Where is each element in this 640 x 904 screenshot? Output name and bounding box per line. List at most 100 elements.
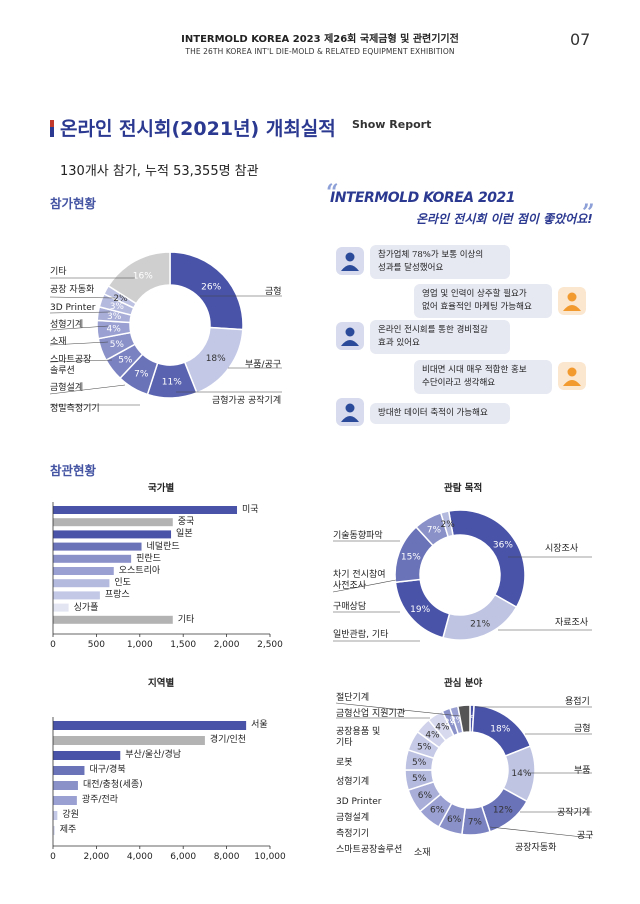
interest-pct-label: 5% (417, 743, 432, 753)
interest-pct-label: 6% (418, 791, 433, 801)
interest-pct-label: 2% (450, 716, 465, 726)
exhibitors-label: 소재 (50, 337, 67, 347)
region-bar (53, 751, 121, 760)
interest-pct-label: 7% (468, 817, 483, 827)
leader-lines (49, 277, 593, 839)
exhibitors-pct-label: 3% (110, 302, 125, 312)
region-bar (53, 721, 247, 730)
avatar-orange-icon (558, 362, 586, 390)
region-category-label: 서울 (251, 720, 268, 730)
exhibitors-donut: 26%18%11%7%5%5%4%3%3%2%16% (96, 251, 244, 399)
country-tick-label: 500 (87, 640, 105, 650)
interest-pct-label: 14% (511, 769, 531, 779)
section-exhibitors: 참가현황 (50, 196, 97, 211)
region-category-label: 광주/전라 (81, 795, 119, 805)
region-bar (53, 796, 77, 805)
quote-sub: 온라인 전시회 이런 점이 좋았어요! (416, 212, 593, 226)
country-bar (53, 567, 114, 575)
exhibitors-label: 3D Printer (50, 303, 96, 313)
country-bar-chart (52, 502, 271, 637)
interest-pct-label: 2% (444, 718, 459, 728)
exhibitors-label: 금형설계 (50, 383, 84, 393)
exhibitors-label: 금형 (265, 287, 282, 297)
interest-label: 성형기계 (336, 777, 370, 787)
region-category-label: 제주 (59, 825, 77, 835)
exhibitors-pct-label: 16% (133, 271, 153, 281)
country-category-label: 기타 (177, 614, 195, 625)
interest-label: 로봇 (336, 758, 353, 768)
region-tick-label: 6,000 (170, 852, 197, 862)
purpose-slice (439, 510, 454, 538)
country-bar (53, 554, 132, 563)
interest-chart-title: 관심 분야 (444, 678, 483, 689)
region-category-label: 대구/경북 (89, 765, 126, 775)
exhibitors-pct-label: 2% (113, 294, 128, 304)
exhibitors-label: 스마트공장 솔루션 (50, 355, 92, 376)
interest-label: 스마트공장솔루션 (336, 845, 403, 855)
region-bar-chart (52, 717, 271, 849)
page-subtitle: 130개사 참가, 누적 53,355명 참관 (60, 164, 259, 179)
country-tick-label: 1,500 (170, 640, 197, 650)
country-bar (53, 591, 100, 600)
purpose-label: 시장조사 (545, 544, 579, 554)
purpose-chart-title: 관람 목적 (444, 483, 483, 494)
interest-pct-label: 6% (447, 815, 462, 825)
quote-text-1: 참가업체 78%가 보통 이상의 성과를 달성했어요 (378, 250, 484, 273)
quote-bubble-1: 참가업체 78%가 보통 이상의 성과를 달성했어요 (370, 245, 510, 279)
region-tick-label: 0 (50, 852, 56, 862)
interest-label: 소재 (414, 848, 431, 858)
exhibitors-label: 부품/공구 (245, 360, 282, 370)
exhibitors-pct-label: 18% (206, 354, 226, 364)
interest-donut: 1%18%14%12%7%6%6%6%5%5%5%4%4%2%2% (404, 704, 536, 836)
purpose-donut: 36% 21% 19% 15% 7%2% (394, 509, 526, 641)
leader-line (49, 311, 111, 314)
country-category-label: 인도 (114, 578, 131, 589)
interest-pct-label: 5% (412, 774, 427, 784)
title-accent-bar (50, 120, 54, 137)
leader-line (489, 826, 593, 839)
purpose-slice (442, 593, 518, 641)
interest-pct-label: 5% (412, 758, 427, 768)
exhibitors-pct-label: 3% (107, 312, 122, 322)
avatar-orange-icon (558, 287, 586, 315)
country-tick-label: 2,500 (257, 640, 283, 650)
quote-close-icon: ” (582, 200, 595, 226)
exhibitors-label: 기타 (50, 267, 67, 277)
country-category-label: 싱가폴 (73, 602, 99, 613)
region-bar (53, 766, 85, 775)
exhibitors-pct-label: 11% (162, 377, 182, 387)
page-title: 온라인 전시회(2021년) 개최실적 (60, 118, 336, 140)
avatar-blue-icon (336, 322, 364, 350)
leader-line (49, 325, 109, 331)
purpose-label: 일반관람, 기타 (333, 630, 389, 640)
interest-label: 부품 (574, 766, 591, 776)
region-tick-label: 2,000 (83, 852, 110, 862)
country-chart-title: 국가별 (148, 483, 175, 494)
exhibitors-label: 성형기계 (50, 320, 84, 330)
region-chart-title: 지역별 (148, 678, 175, 689)
exhibitors-pct-label: 26% (201, 282, 221, 292)
region-bar (53, 736, 205, 745)
interest-label: 측정기기 (336, 829, 370, 839)
quote-text-3: 온라인 전시회를 통한 경비절감 효과 있어요 (378, 325, 488, 348)
exhibitors-pct-label: 5% (118, 356, 133, 366)
region-bar (53, 811, 58, 820)
region-tick-label: 10,000 (254, 852, 286, 862)
region-tick-label: 4,000 (126, 852, 153, 862)
quote-bubble-4: 비대면 시대 매우 적합한 홍보 수단이라고 생각해요 (414, 360, 552, 394)
region-bar (53, 781, 78, 790)
country-category-label: 오스트리아 (118, 566, 161, 576)
region-tick-label: 8,000 (213, 852, 240, 862)
interest-slice (456, 704, 471, 734)
interest-label: 금형산업 지원기관 (336, 709, 406, 719)
header-title: INTERMOLD KOREA 2023 제26회 국제금형 및 관련기기전 (181, 34, 459, 45)
country-bar (53, 603, 69, 612)
purpose-label: 구매상담 (333, 602, 367, 612)
country-category-label: 프랑스 (104, 590, 130, 601)
page-number: 07 (570, 30, 591, 49)
exhibitors-slice (107, 251, 171, 305)
exhibitors-pct-label: 4% (106, 325, 121, 335)
interest-label: 3D Printer (336, 797, 382, 807)
quote-headline: INTERMOLD KOREA 2021 (330, 190, 515, 206)
